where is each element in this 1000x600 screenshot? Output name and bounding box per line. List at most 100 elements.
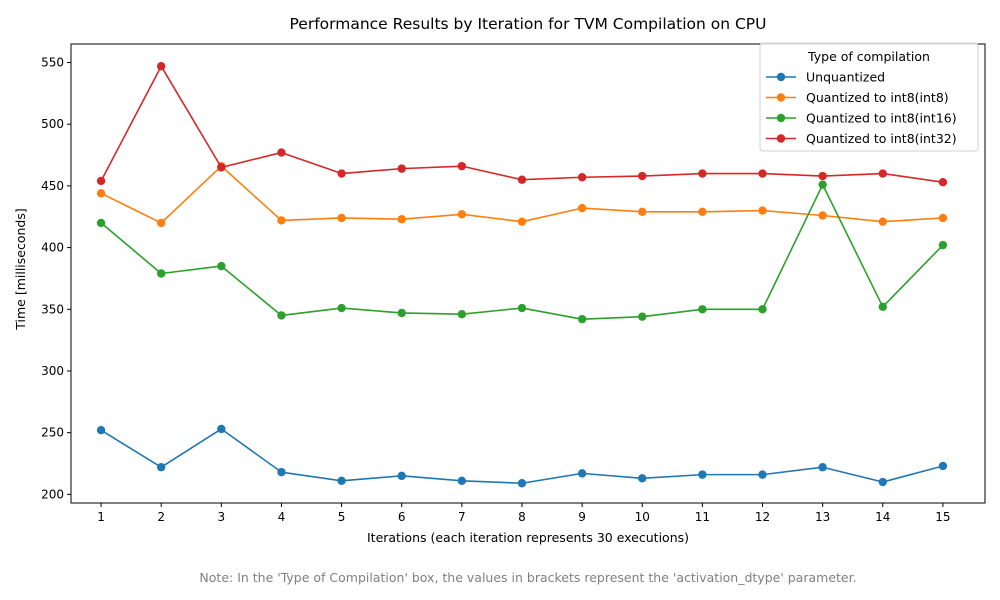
legend-label: Quantized to int8(int16) (806, 111, 957, 126)
x-tick-label: 14 (875, 510, 890, 524)
data-point (96, 426, 106, 435)
data-point (698, 305, 707, 314)
x-tick-label: 9 (578, 510, 586, 524)
x-tick-label: 10 (635, 510, 650, 524)
x-tick-label: 12 (755, 510, 770, 524)
x-tick-label: 1 (97, 510, 105, 524)
x-axis-label: Iterations (each iteration represents 30… (367, 530, 689, 545)
y-axis-label: Time [milliseconds] (13, 208, 28, 330)
x-tick-label: 2 (157, 510, 165, 524)
series-line (100, 183, 944, 320)
data-point (878, 477, 887, 487)
legend: Type of compilation Unquantized Quantized… (759, 42, 979, 152)
y-tick-label: 450 (41, 179, 64, 193)
data-point (577, 203, 587, 213)
data-point (577, 314, 587, 324)
data-point (638, 312, 647, 321)
legend-item: Quantized to int8(int32) (766, 131, 957, 146)
data-point (156, 62, 166, 71)
legend-item: Quantized to int8(int8) (766, 90, 949, 105)
y-tick-label: 500 (41, 117, 64, 131)
legend-label: Quantized to int8(int8) (806, 90, 949, 105)
data-point (96, 176, 106, 186)
x-tick-label: 15 (935, 510, 950, 524)
data-point (277, 148, 286, 157)
x-tick-label: 8 (518, 510, 526, 524)
data-point (638, 171, 647, 181)
data-point (938, 213, 948, 223)
x-tick-label: 13 (815, 510, 830, 524)
series-line (100, 165, 943, 224)
data-point (277, 311, 286, 320)
data-point (457, 310, 467, 319)
y-tick-label: 200 (41, 487, 64, 501)
data-point (878, 217, 887, 226)
data-point (938, 461, 948, 471)
data-point (337, 169, 346, 178)
data-point (457, 161, 467, 171)
data-point (818, 211, 827, 220)
data-point (938, 240, 948, 250)
legend-label: Quantized to int8(int32) (806, 131, 957, 146)
data-point (758, 470, 767, 479)
series-2 (96, 161, 948, 228)
data-point (217, 424, 226, 434)
data-point (397, 215, 406, 224)
footnote: Note: In the 'Type of Compilation' box, … (199, 570, 856, 585)
data-point (217, 261, 226, 271)
x-tick-label: 7 (458, 510, 466, 524)
data-point (277, 467, 286, 477)
series-1 (96, 424, 948, 488)
x-tick-label: 5 (338, 510, 346, 524)
data-point (758, 206, 767, 215)
data-point (277, 216, 286, 225)
legend-swatch-marker (776, 93, 786, 102)
data-point (878, 302, 887, 312)
y-axis-ticks: 200 250 300 350 400 450 500 550 (41, 56, 71, 501)
legend-box (759, 42, 979, 152)
y-tick-label: 250 (41, 426, 64, 440)
data-point (577, 469, 587, 478)
data-point (818, 180, 827, 189)
legend-label: Unquantized (806, 70, 885, 85)
data-point (96, 218, 106, 228)
data-point (337, 476, 346, 485)
data-point (938, 177, 948, 187)
x-tick-label: 11 (695, 510, 710, 524)
x-axis-ticks: 1 2 3 4 5 6 7 8 9 10 11 12 13 14 15 (97, 503, 951, 524)
data-point (517, 175, 527, 184)
data-point (698, 470, 707, 479)
x-tick-label: 6 (398, 510, 406, 524)
series-line (100, 428, 944, 485)
legend-swatch-marker (776, 113, 786, 123)
data-point (638, 207, 647, 217)
legend-swatch-marker (776, 72, 786, 82)
y-tick-label: 550 (41, 56, 64, 70)
data-point (517, 479, 527, 488)
data-point (878, 169, 887, 178)
series-3 (96, 180, 948, 324)
data-point (156, 218, 166, 228)
data-point (397, 471, 406, 481)
legend-item: Unquantized (766, 70, 885, 85)
data-point (577, 173, 587, 182)
data-point (517, 303, 527, 313)
data-point (156, 269, 166, 278)
legend-items: Unquantized Quantized to int8(int8) Quanti… (766, 70, 957, 146)
data-point (217, 163, 226, 172)
series-layer (96, 62, 948, 488)
legend-item: Quantized to int8(int16) (766, 111, 957, 126)
data-point (758, 169, 767, 178)
series-4 (96, 62, 948, 187)
y-tick-label: 400 (41, 241, 64, 255)
data-point (337, 213, 346, 223)
data-point (457, 476, 467, 485)
data-point (818, 463, 827, 472)
data-point (397, 308, 406, 318)
data-point (758, 305, 767, 314)
data-point (397, 164, 406, 173)
x-tick-label: 4 (278, 510, 286, 524)
data-point (96, 189, 106, 198)
